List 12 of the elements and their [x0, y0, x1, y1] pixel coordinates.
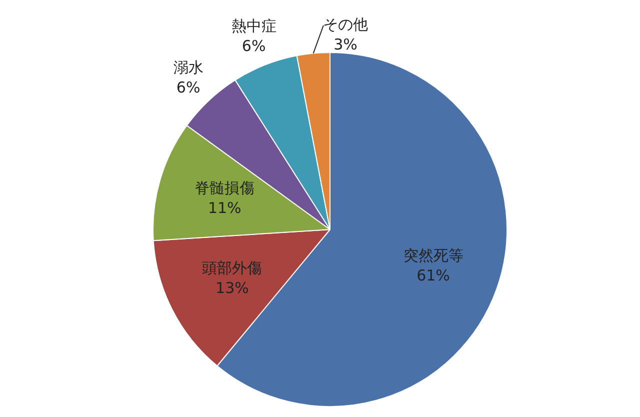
data-label: 3%	[334, 35, 358, 54]
data-label: 11%	[208, 198, 242, 217]
data-label: 6%	[176, 78, 200, 96]
slice-label: 頭部外傷	[202, 259, 262, 278]
data-label: 13%	[216, 279, 249, 298]
slice-label: 突然死等	[403, 246, 464, 265]
slice-label: 溺水	[173, 58, 204, 76]
slice-label: 熱中症	[231, 16, 276, 35]
slice-label: 脊髄損傷	[194, 178, 255, 197]
data-label: 6%	[242, 36, 266, 55]
data-label: 61%	[416, 266, 450, 285]
slice-label: その他	[322, 15, 368, 34]
